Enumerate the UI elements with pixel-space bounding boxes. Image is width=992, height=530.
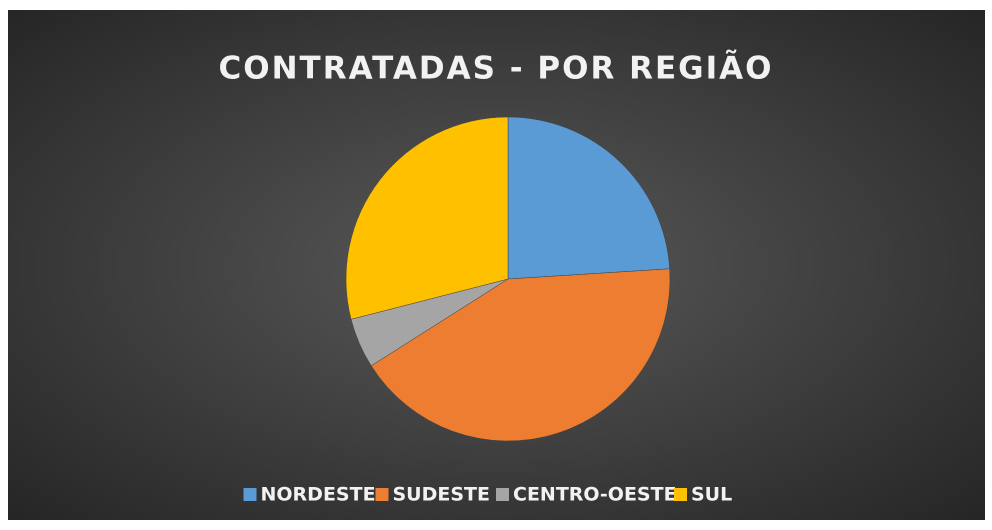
- legend-label: SUL: [691, 484, 732, 506]
- legend-label: NORDESTE: [261, 484, 376, 506]
- legend-swatch: [674, 488, 687, 501]
- pie-slice: [370, 268, 671, 442]
- legend-swatch: [496, 488, 509, 501]
- legend-label: CENTRO-OESTE: [513, 484, 677, 506]
- legend-swatch: [375, 488, 389, 501]
- pie-slice: [345, 116, 509, 320]
- legend-swatch: [243, 488, 257, 501]
- pie-slice: [507, 116, 670, 280]
- chart-title: CONTRATADAS - POR REGIÃO: [219, 50, 774, 87]
- legend-label: SUDESTE: [393, 484, 491, 506]
